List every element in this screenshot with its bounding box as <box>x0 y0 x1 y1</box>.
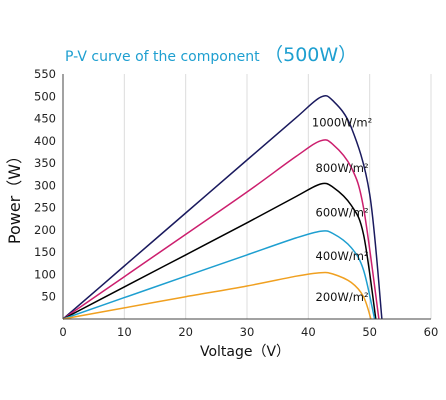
y-tick-label-150: 150 <box>34 245 56 259</box>
chart-title-paren-close: ） <box>338 44 357 66</box>
chart-title-suffix: 500W <box>283 44 338 66</box>
series-line-1 <box>62 139 380 320</box>
y-tick-label-500: 500 <box>34 89 56 103</box>
x-axis-unit: V <box>266 344 276 360</box>
series-line-3 <box>62 230 376 320</box>
y-axis-unit: W <box>5 164 24 180</box>
series-label-3: 400W/m² <box>316 249 369 263</box>
y-tick-label-450: 450 <box>34 112 56 126</box>
chart-title-paren-open: （ <box>264 44 283 66</box>
y-tick-label-300: 300 <box>34 178 56 192</box>
y-axis-label: Power（W） <box>5 148 24 244</box>
series-label-2: 600W/m² <box>316 206 369 220</box>
x-tick-label-30: 30 <box>240 325 255 339</box>
x-axis-label: Voltage（V） <box>200 344 290 360</box>
y-tick-label-100: 100 <box>34 267 56 281</box>
y-tick-label-50: 50 <box>41 290 56 304</box>
x-tick-label-10: 10 <box>117 325 132 339</box>
curves <box>62 94 383 320</box>
series-label-0: 1000W/m² <box>312 116 372 130</box>
x-tick-label-60: 60 <box>424 325 439 339</box>
x-tick-labels: 0 10 20 30 40 50 60 <box>59 325 438 339</box>
chart-title: P-V curve of the component （500W） <box>65 44 357 66</box>
y-tick-label-550: 550 <box>34 67 56 81</box>
y-tick-label-400: 400 <box>34 134 56 148</box>
y-tick-label-350: 350 <box>34 156 56 170</box>
series-label-4: 200W/m² <box>316 290 369 304</box>
y-axis-label-text: Power <box>5 195 24 244</box>
x-axis-label-text: Voltage <box>200 344 253 360</box>
y-tick-label-250: 250 <box>34 201 56 215</box>
series-line-0 <box>62 94 383 320</box>
axes <box>62 74 431 320</box>
series-line-2 <box>62 182 377 320</box>
series-label-1: 800W/m² <box>316 161 369 175</box>
x-tick-label-0: 0 <box>59 325 66 339</box>
x-tick-label-40: 40 <box>301 325 316 339</box>
y-tick-label-200: 200 <box>34 223 56 237</box>
series-line-4 <box>62 271 372 320</box>
chart-title-text: P-V curve of the component <box>65 49 260 65</box>
series-labels: 1000W/m² 800W/m² 600W/m² 400W/m² 200W/m² <box>312 116 372 305</box>
y-tick-labels: 50 100 150 200 250 300 350 400 450 500 550 <box>34 67 56 304</box>
x-tick-label-20: 20 <box>178 325 193 339</box>
x-tick-label-50: 50 <box>362 325 377 339</box>
